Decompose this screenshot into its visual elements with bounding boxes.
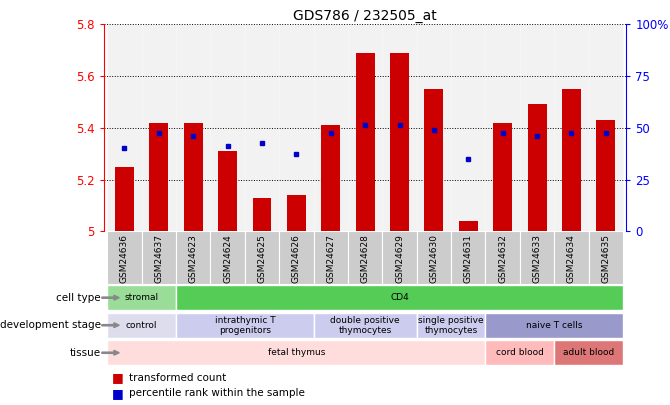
Text: adult blood: adult blood [563, 348, 614, 357]
Bar [107, 24, 141, 231]
Text: intrathymic T
progenitors: intrathymic T progenitors [214, 315, 275, 335]
Bar [279, 231, 314, 284]
Bar [554, 340, 623, 365]
Text: GSM24623: GSM24623 [189, 234, 198, 283]
Bar [417, 313, 486, 338]
Text: CD4: CD4 [390, 293, 409, 302]
Text: transformed count: transformed count [129, 373, 226, 383]
Bar [596, 120, 615, 231]
Text: naive T cells: naive T cells [526, 321, 582, 330]
Bar [520, 24, 554, 231]
Bar [486, 24, 520, 231]
Bar [520, 231, 554, 284]
Bar [279, 24, 314, 231]
Bar [107, 340, 486, 365]
Text: GSM24634: GSM24634 [567, 234, 576, 283]
Bar [322, 125, 340, 231]
Bar [107, 313, 176, 338]
Bar [210, 24, 245, 231]
Bar [253, 198, 271, 231]
Text: tissue: tissue [70, 348, 100, 358]
Text: GSM24628: GSM24628 [360, 234, 370, 283]
Bar [245, 231, 279, 284]
Bar [107, 231, 141, 284]
Text: single positive
thymocytes: single positive thymocytes [418, 315, 484, 335]
Bar [589, 24, 623, 231]
Bar [554, 24, 589, 231]
Text: GSM24632: GSM24632 [498, 234, 507, 283]
Text: GSM24627: GSM24627 [326, 234, 335, 283]
Bar [149, 123, 168, 231]
Bar [176, 313, 314, 338]
Text: cell type: cell type [56, 293, 100, 303]
Text: GSM24630: GSM24630 [429, 234, 438, 283]
Bar [287, 195, 306, 231]
Bar [493, 123, 512, 231]
Bar [348, 231, 383, 284]
Bar [176, 285, 623, 310]
Bar [356, 53, 375, 231]
Bar [417, 231, 451, 284]
Text: GSM24633: GSM24633 [533, 234, 541, 283]
Bar [417, 24, 451, 231]
Bar [383, 24, 417, 231]
Text: ■: ■ [112, 387, 124, 400]
Bar [141, 231, 176, 284]
Bar [562, 89, 581, 231]
Text: stromal: stromal [125, 293, 159, 302]
Bar [348, 24, 383, 231]
Text: GSM24636: GSM24636 [120, 234, 129, 283]
Bar [383, 231, 417, 284]
Bar [210, 231, 245, 284]
Bar [184, 123, 203, 231]
Bar [314, 231, 348, 284]
Bar [554, 231, 589, 284]
Text: GSM24629: GSM24629 [395, 234, 404, 283]
Text: GSM24624: GSM24624 [223, 234, 232, 283]
Bar [486, 231, 520, 284]
Text: percentile rank within the sample: percentile rank within the sample [129, 388, 306, 399]
Title: GDS786 / 232505_at: GDS786 / 232505_at [293, 9, 437, 23]
Text: development stage: development stage [0, 320, 100, 330]
Bar [390, 53, 409, 231]
Text: GSM24625: GSM24625 [257, 234, 267, 283]
Text: ■: ■ [112, 371, 124, 384]
Bar [314, 24, 348, 231]
Text: GSM24631: GSM24631 [464, 234, 473, 283]
Bar [115, 166, 134, 231]
Text: fetal thymus: fetal thymus [268, 348, 325, 357]
Bar [451, 231, 486, 284]
Bar [245, 24, 279, 231]
Text: GSM24626: GSM24626 [292, 234, 301, 283]
Bar [451, 24, 486, 231]
Text: GSM24635: GSM24635 [601, 234, 610, 283]
Bar [425, 89, 444, 231]
Bar [314, 313, 417, 338]
Bar [176, 231, 210, 284]
Text: control: control [126, 321, 157, 330]
Bar [486, 340, 554, 365]
Bar [589, 231, 623, 284]
Bar [176, 24, 210, 231]
Bar [107, 285, 176, 310]
Text: cord blood: cord blood [496, 348, 544, 357]
Bar [459, 221, 478, 231]
Bar [218, 151, 237, 231]
Bar [527, 104, 547, 231]
Text: GSM24637: GSM24637 [154, 234, 163, 283]
Bar [141, 24, 176, 231]
Text: double positive
thymocytes: double positive thymocytes [330, 315, 400, 335]
Bar [486, 313, 623, 338]
